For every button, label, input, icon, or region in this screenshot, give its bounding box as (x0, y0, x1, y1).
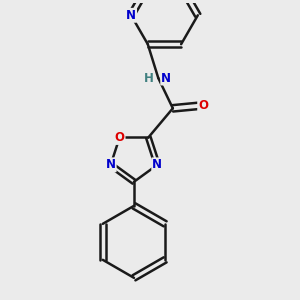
Text: N: N (152, 158, 162, 171)
Text: O: O (198, 99, 208, 112)
Text: N: N (106, 158, 116, 171)
Text: N: N (126, 9, 136, 22)
Text: H: H (144, 71, 154, 85)
Text: O: O (115, 131, 124, 144)
Text: N: N (161, 71, 171, 85)
